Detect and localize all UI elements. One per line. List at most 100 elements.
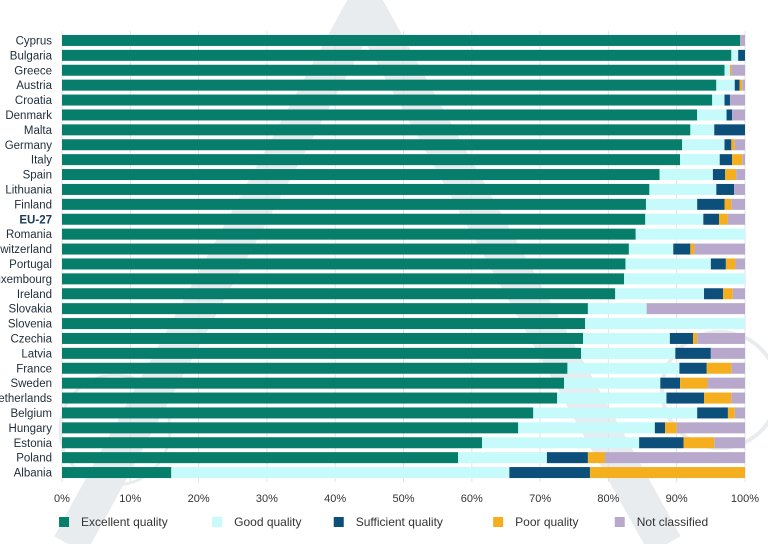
bar-poor-quality-ireland (723, 288, 733, 300)
bar-good-quality-denmark (697, 109, 727, 121)
bar-poor-quality-austria (739, 79, 743, 91)
bar-not-classified-cyprus (740, 34, 745, 46)
grid (61, 31, 746, 482)
bar-not-classified-italy (742, 154, 745, 166)
category-label-portugal: Portugal (9, 259, 52, 271)
bar-poor-quality-eu-27 (719, 213, 728, 225)
bar-excellent-quality-albania (62, 467, 172, 479)
legend-swatch-poor-quality (493, 517, 504, 527)
bar-good-quality-lithuania (649, 183, 717, 195)
bar-excellent-quality-denmark (62, 109, 698, 121)
category-label-poland: Poland (16, 453, 52, 465)
bar-good-quality-romania (635, 228, 745, 240)
bar-sufficient-quality-france (679, 362, 707, 374)
bar-not-classified-switzerland (694, 243, 745, 255)
category-label-cyprus: Cyprus (16, 35, 53, 47)
bar-not-classified-ireland (732, 288, 745, 300)
bar-good-quality-slovakia (587, 303, 647, 315)
bar-poor-quality-hungary (665, 422, 677, 434)
bar-sufficient-quality-malta (714, 124, 745, 136)
bar-sufficient-quality-austria (734, 79, 740, 91)
bar-good-quality-croatia (712, 94, 725, 106)
x-tick-label: 100% (731, 493, 759, 505)
category-label-slovenia: Slovenia (8, 319, 53, 331)
bar-excellent-quality-lithuania (62, 183, 650, 195)
bar-good-quality-estonia (482, 437, 640, 449)
category-label-eu-27: EU-27 (19, 214, 52, 226)
bar-sufficient-quality-croatia (724, 94, 730, 106)
category-label-hungary: Hungary (9, 423, 53, 435)
bar-excellent-quality-greece (62, 64, 725, 76)
category-labels: Cyprus Bulgaria Greece Austria Croatia Denmar… (0, 35, 53, 479)
x-tick-label: 60% (461, 493, 483, 505)
bar-excellent-quality-germany (62, 139, 683, 151)
category-label-ireland: Ireland (17, 289, 52, 301)
category-label-germany: Germany (5, 140, 53, 152)
bar-good-quality-hungary (518, 422, 655, 434)
bar-excellent-quality-romania (62, 228, 636, 240)
category-label-italy: Italy (31, 155, 52, 167)
bar-not-classified-austria (742, 79, 745, 91)
bar-sufficient-quality-estonia (639, 437, 684, 449)
bar-excellent-quality-bulgaria (62, 49, 732, 61)
bar-excellent-quality-cyprus (62, 34, 741, 46)
bar-excellent-quality-france (62, 362, 568, 374)
bar-not-classified-portugal (735, 258, 745, 270)
bar-good-quality-sweden (564, 377, 661, 389)
category-label-romania: Romania (6, 229, 53, 241)
bar-not-classified-slovakia (646, 303, 745, 315)
bar-poor-quality-switzerland (690, 243, 695, 255)
category-label-spain: Spain (23, 170, 52, 182)
bar-poor-quality-netherlands (704, 392, 732, 404)
bar-good-quality-luxembourg (624, 273, 745, 285)
x-tick-label: 10% (119, 493, 141, 505)
legend-label-excellent-quality: Excellent quality (81, 515, 168, 529)
bar-not-classified-greece (731, 64, 745, 76)
bar-excellent-quality-netherlands (62, 392, 558, 404)
category-label-denmark: Denmark (5, 110, 52, 122)
category-label-netherlands: Netherlands (0, 393, 52, 405)
bar-sufficient-quality-albania (509, 467, 590, 479)
legend-swatch-good-quality (212, 517, 223, 527)
bar-not-classified-sweden (707, 377, 745, 389)
category-label-slovakia: Slovakia (9, 304, 53, 316)
legend-swatch-excellent-quality (59, 517, 70, 527)
bar-excellent-quality-switzerland (62, 243, 629, 255)
x-tick-label: 70% (529, 493, 551, 505)
bar-good-quality-belgium (533, 407, 698, 419)
bar-poor-quality-spain (725, 169, 737, 181)
bar-sufficient-quality-sweden (660, 377, 681, 389)
bar-excellent-quality-portugal (62, 258, 626, 270)
bar-excellent-quality-croatia (62, 94, 713, 106)
bars (62, 34, 745, 479)
bar-poor-quality-albania (589, 467, 745, 479)
legend-swatch-sufficient-quality (333, 517, 344, 527)
bar-poor-quality-germany (731, 139, 735, 151)
bar-not-classified-denmark (732, 109, 745, 121)
bar-not-classified-belgium (734, 407, 745, 419)
bar-good-quality-france (567, 362, 680, 374)
bar-sufficient-quality-bulgaria (738, 49, 745, 61)
x-tick-label: 20% (188, 493, 210, 505)
bar-good-quality-bulgaria (731, 49, 739, 61)
bar-not-classified-croatia (729, 94, 745, 106)
bar-excellent-quality-spain (62, 169, 660, 181)
bar-not-classified-germany (734, 139, 745, 151)
bar-excellent-quality-eu-27 (62, 213, 646, 225)
bar-good-quality-netherlands (557, 392, 667, 404)
bar-not-classified-eu-27 (727, 213, 745, 225)
bar-poor-quality-greece (729, 64, 732, 76)
bar-poor-quality-finland (724, 198, 732, 210)
category-label-switzerland: Switzerland (0, 244, 52, 256)
bar-sufficient-quality-poland (546, 452, 588, 464)
category-label-greece: Greece (14, 65, 52, 77)
category-label-estonia: Estonia (14, 438, 53, 450)
bar-not-classified-estonia (714, 437, 745, 449)
bar-not-classified-lithuania (734, 183, 745, 195)
bar-sufficient-quality-belgium (697, 407, 728, 419)
bar-not-classified-finland (731, 198, 745, 210)
bar-excellent-quality-latvia (62, 347, 582, 359)
bar-good-quality-germany (682, 139, 725, 151)
bar-sufficient-quality-germany (724, 139, 732, 151)
bar-sufficient-quality-spain (712, 169, 726, 181)
